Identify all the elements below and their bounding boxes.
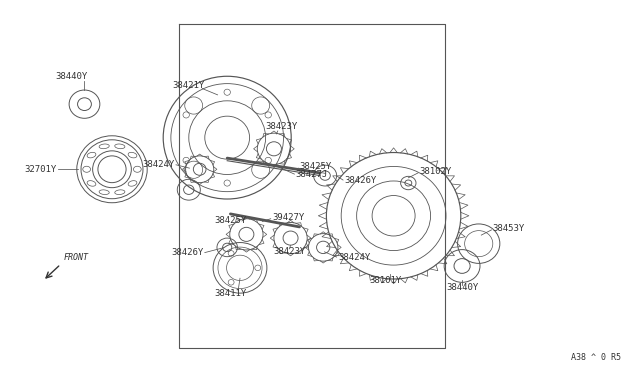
Text: 38101Y: 38101Y [370, 276, 402, 285]
Text: 38425Y: 38425Y [300, 162, 332, 171]
Text: 38427J: 38427J [296, 170, 328, 179]
Text: 38440Y: 38440Y [56, 72, 88, 81]
Text: 38423Y: 38423Y [273, 247, 305, 256]
Text: 38424Y: 38424Y [143, 160, 175, 169]
Text: FRONT: FRONT [64, 253, 89, 262]
Text: 38421Y: 38421Y [173, 81, 205, 90]
Text: 32701Y: 32701Y [24, 165, 56, 174]
Text: 38411Y: 38411Y [214, 289, 246, 298]
Text: 38425Y: 38425Y [214, 216, 246, 225]
Text: 38102Y: 38102Y [419, 167, 451, 176]
Text: A38 ^ 0 R5: A38 ^ 0 R5 [571, 353, 621, 362]
Text: 39427Y: 39427Y [272, 213, 304, 222]
Text: 38426Y: 38426Y [172, 248, 204, 257]
Text: 38453Y: 38453Y [493, 224, 525, 233]
Text: 38423Y: 38423Y [266, 122, 298, 131]
Text: 38424Y: 38424Y [338, 253, 370, 262]
Text: 38440Y: 38440Y [446, 283, 478, 292]
Text: 38426Y: 38426Y [344, 176, 376, 185]
